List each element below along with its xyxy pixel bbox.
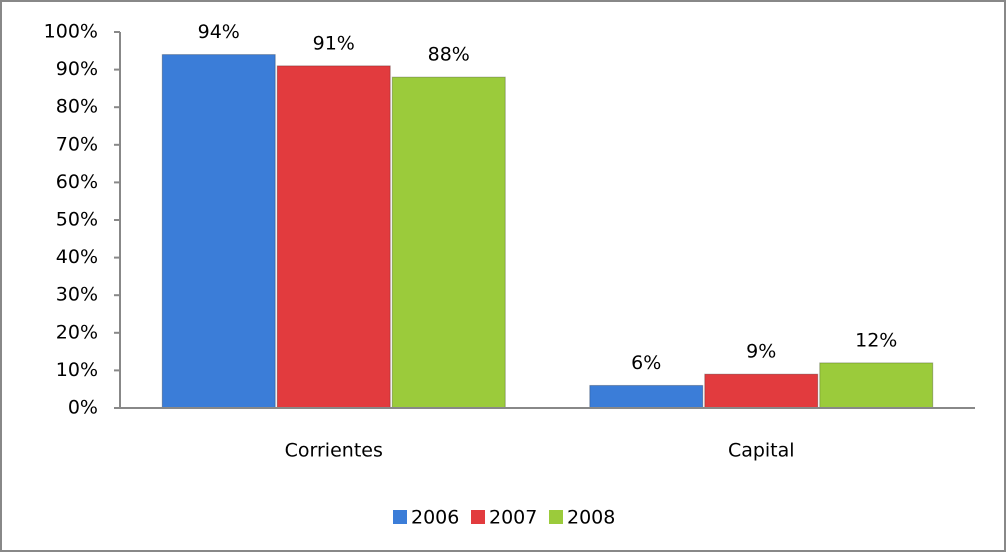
y-tick-label: 80% [56, 96, 98, 118]
legend-label: 2008 [567, 507, 615, 529]
data-label: 94% [198, 21, 240, 43]
data-label: 6% [631, 352, 661, 374]
y-tick-label: 30% [56, 284, 98, 306]
y-tick-label: 60% [56, 171, 98, 193]
y-tick-label: 100% [44, 21, 98, 43]
bar [391, 76, 506, 409]
y-tick-label: 10% [56, 359, 98, 381]
x-tick-label: Capital [728, 440, 795, 462]
legend-label: 2007 [489, 507, 537, 529]
bar [589, 384, 704, 409]
data-label: 12% [855, 329, 897, 351]
y-tick-label: 50% [56, 209, 98, 231]
y-tick-label: 70% [56, 133, 98, 155]
y-tick-label: 40% [56, 246, 98, 268]
bar [704, 373, 819, 409]
bar [819, 362, 934, 409]
legend-swatch [549, 510, 563, 524]
legend-swatch [471, 510, 485, 524]
y-tick-label: 90% [56, 58, 98, 80]
x-tick-label: Corrientes [285, 440, 383, 462]
data-label: 9% [746, 341, 776, 363]
bar [276, 65, 391, 409]
legend-swatch [393, 510, 407, 524]
data-label: 88% [428, 44, 470, 66]
y-tick-label: 0% [68, 397, 98, 419]
y-tick-label: 20% [56, 321, 98, 343]
legend-label: 2006 [411, 507, 459, 529]
bar [161, 54, 276, 409]
data-label: 91% [313, 32, 355, 54]
